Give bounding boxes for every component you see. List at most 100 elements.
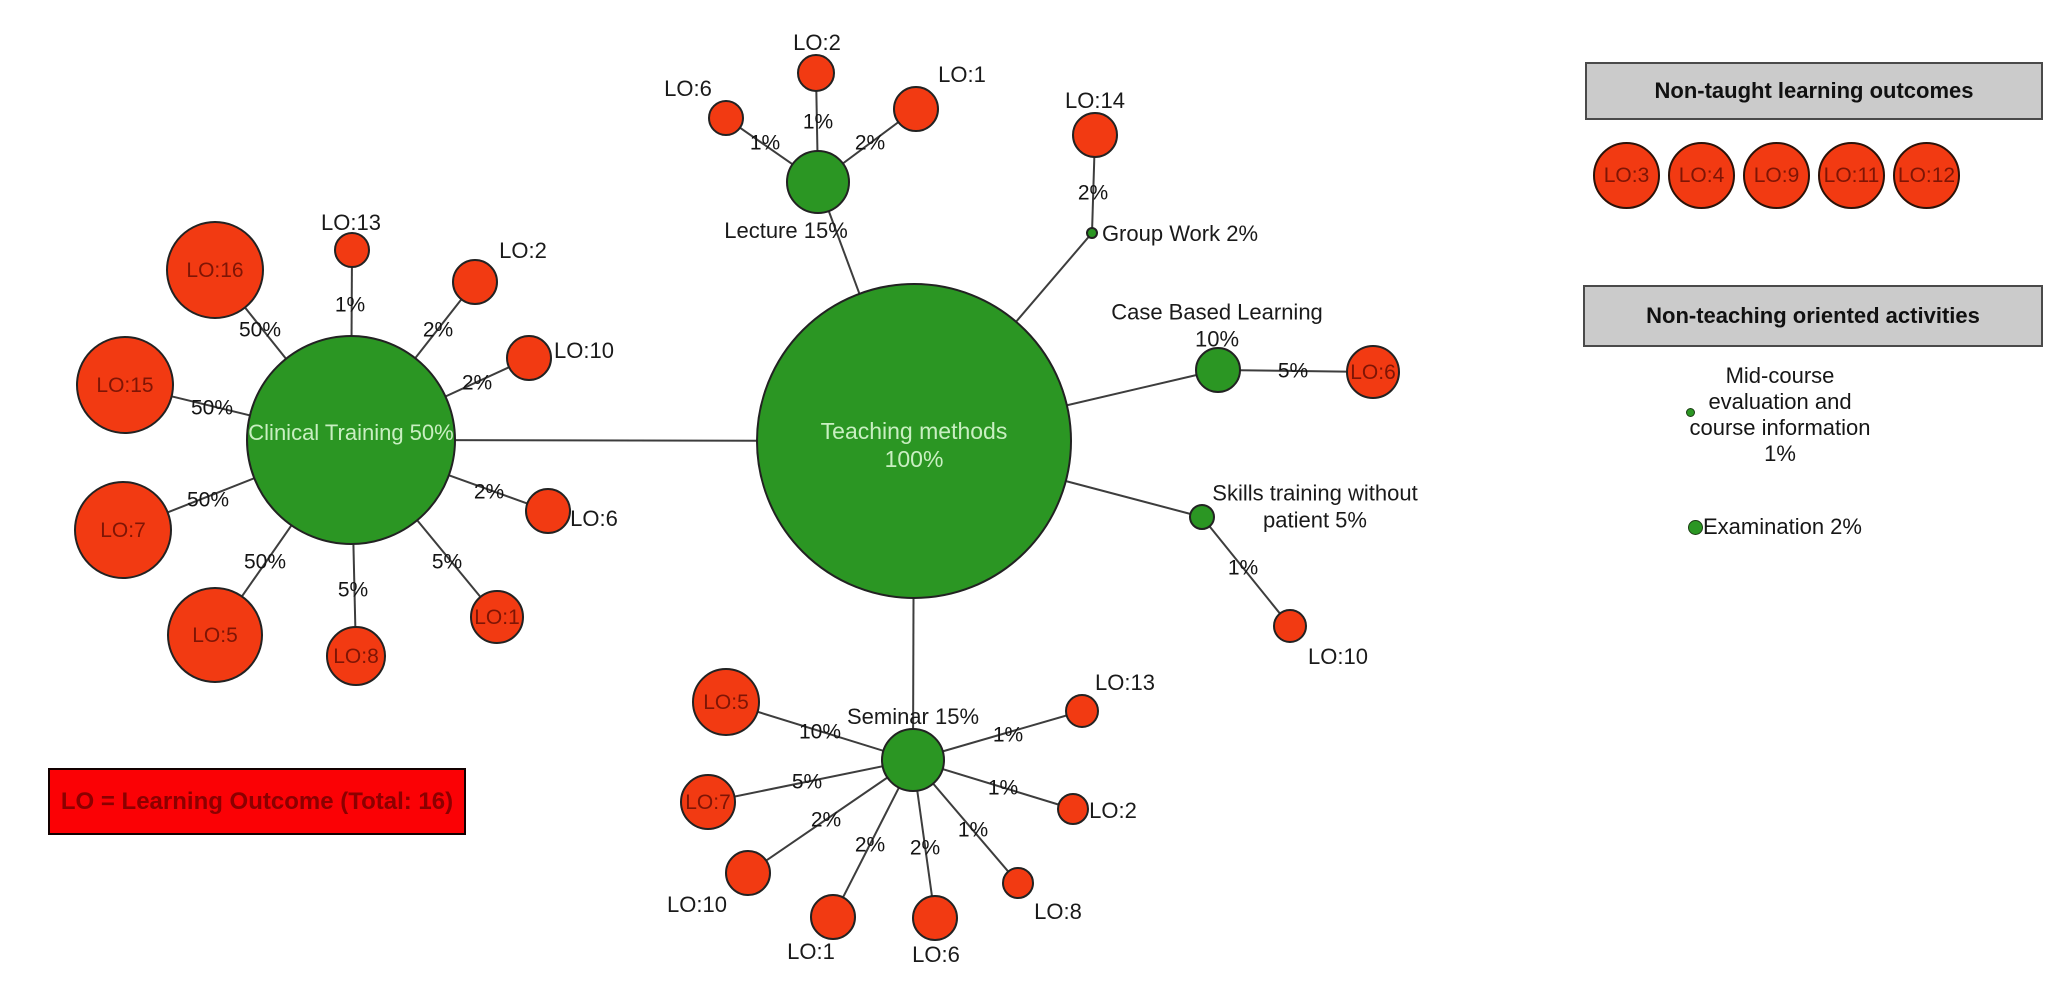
non-taught-circles-row: LO:3 LO:4 LO:9 LO:11 LO:12: [1593, 142, 1960, 209]
node-cb6: [1346, 345, 1400, 399]
edge-label-se2: 1%: [988, 777, 1018, 800]
node-seminar: [881, 728, 945, 792]
node-se13: [1065, 694, 1099, 728]
edge-label-c6: 2%: [474, 481, 504, 504]
examination-label: Examination 2%: [1703, 514, 1862, 539]
lo-note-text: LO = Learning Outcome (Total: 16): [60, 787, 454, 815]
node-label-c7: LO:7: [100, 519, 146, 542]
node-label-se2: LO:2: [1089, 798, 1137, 823]
node-label-c8: LO:8: [333, 645, 379, 668]
edge-label-c10: 2%: [462, 372, 492, 395]
node-lecture: [786, 150, 850, 214]
node-c2: [452, 259, 498, 305]
edge-label-c8: 5%: [338, 579, 368, 602]
node-label-teaching: Teaching methods 100%: [821, 418, 1008, 472]
legend-outcome-circle: LO:4: [1668, 142, 1735, 209]
node-label-seminar: Seminar 15%: [847, 704, 979, 729]
node-l2: [797, 54, 835, 92]
edge-label-c15: 50%: [191, 397, 233, 420]
non-teaching-legend-header: Non-teaching oriented activities: [1583, 285, 2043, 347]
edge-label-se5: 10%: [799, 721, 841, 744]
edge-label-se1: 2%: [855, 834, 885, 857]
legend-outcome-circle: LO:3: [1593, 142, 1660, 209]
legend-outcome-circle: LO:11: [1818, 142, 1885, 209]
edge-label-se10: 2%: [811, 809, 841, 832]
edge-label-se8: 1%: [958, 819, 988, 842]
node-teaching: [756, 283, 1072, 599]
node-label-c15: LO:15: [96, 374, 153, 397]
non-taught-legend-title: Non-taught learning outcomes: [1654, 78, 1974, 103]
node-label-s10: LO:10: [1308, 644, 1368, 669]
node-label-c16: LO:16: [186, 259, 243, 282]
mid-course-label: Mid-course evaluation and course informa…: [1689, 363, 1871, 466]
edge-label-se6: 2%: [910, 837, 940, 860]
node-cbl: [1195, 347, 1241, 393]
node-label-cb6: LO:6: [1350, 361, 1396, 384]
node-se1: [810, 894, 856, 940]
node-c5: [167, 587, 263, 683]
node-label-c6: LO:6: [570, 506, 618, 531]
node-se6: [912, 895, 958, 941]
edge-label-c1: 5%: [432, 551, 462, 574]
node-label-c13: LO:13: [321, 210, 381, 235]
edge-label-g14: 2%: [1078, 182, 1108, 205]
edge-label-c2: 2%: [423, 319, 453, 342]
node-label-clinical: Clinical Training 50%: [248, 420, 453, 445]
node-label-c10: LO:10: [554, 338, 614, 363]
legend-outcome-circle: LO:12: [1893, 142, 1960, 209]
node-label-lecture: Lecture 15%: [724, 218, 848, 243]
node-l6: [708, 100, 744, 136]
edge-s10-skills: [1201, 516, 1291, 627]
legend-outcome-circle: LO:9: [1743, 142, 1810, 209]
examination-dot-icon: [1688, 520, 1703, 535]
edge-label-l1: 2%: [855, 132, 885, 155]
node-label-l2: LO:2: [793, 30, 841, 55]
node-label-c2: LO:2: [499, 238, 547, 263]
node-se5: [692, 668, 760, 736]
node-label-se8: LO:8: [1034, 899, 1082, 924]
node-label-se6: LO:6: [912, 942, 960, 967]
node-c15: [76, 336, 174, 434]
node-label-c5: LO:5: [192, 624, 238, 647]
edge-label-c13: 1%: [335, 294, 365, 317]
node-label-se10: LO:10: [667, 892, 727, 917]
node-c1: [470, 590, 524, 644]
edge-label-c16: 50%: [239, 319, 281, 342]
node-c7: [74, 481, 172, 579]
mid-course-dot-icon: [1686, 408, 1695, 417]
node-s10: [1273, 609, 1307, 643]
edge-label-l2: 1%: [803, 111, 833, 134]
edge-label-c5: 50%: [244, 551, 286, 574]
node-c13: [334, 232, 370, 268]
node-c10: [506, 335, 552, 381]
node-label-c1: LO:1: [474, 606, 520, 629]
lo-note-box: LO = Learning Outcome (Total: 16): [48, 768, 466, 835]
node-label-se13: LO:13: [1095, 670, 1155, 695]
node-label-skills: Skills training without patient 5%: [1212, 480, 1417, 532]
node-g14: [1072, 112, 1118, 158]
node-label-groupwork: Group Work 2%: [1102, 221, 1258, 246]
edge-label-cb6: 5%: [1278, 360, 1308, 383]
node-label-l1: LO:1: [938, 62, 986, 87]
node-groupwork: [1086, 227, 1098, 239]
edge-label-se7: 5%: [792, 771, 822, 794]
non-teaching-legend-title: Non-teaching oriented activities: [1646, 303, 1980, 328]
node-se10: [725, 850, 771, 896]
node-se8: [1002, 867, 1034, 899]
node-clinical: [246, 335, 456, 545]
node-label-se7: LO:7: [685, 791, 731, 814]
node-label-g14: LO:14: [1065, 88, 1125, 113]
node-se2: [1057, 793, 1089, 825]
node-skills: [1189, 504, 1215, 530]
node-l1: [893, 86, 939, 132]
edge-label-s10: 1%: [1228, 557, 1258, 580]
node-label-se1: LO:1: [787, 939, 835, 964]
non-taught-legend-header: Non-taught learning outcomes: [1585, 62, 2043, 120]
node-c6: [525, 488, 571, 534]
node-c16: [166, 221, 264, 319]
node-label-cbl: Case Based Learning 10%: [1111, 299, 1323, 351]
edge-label-c7: 50%: [187, 489, 229, 512]
node-se7: [680, 774, 736, 830]
